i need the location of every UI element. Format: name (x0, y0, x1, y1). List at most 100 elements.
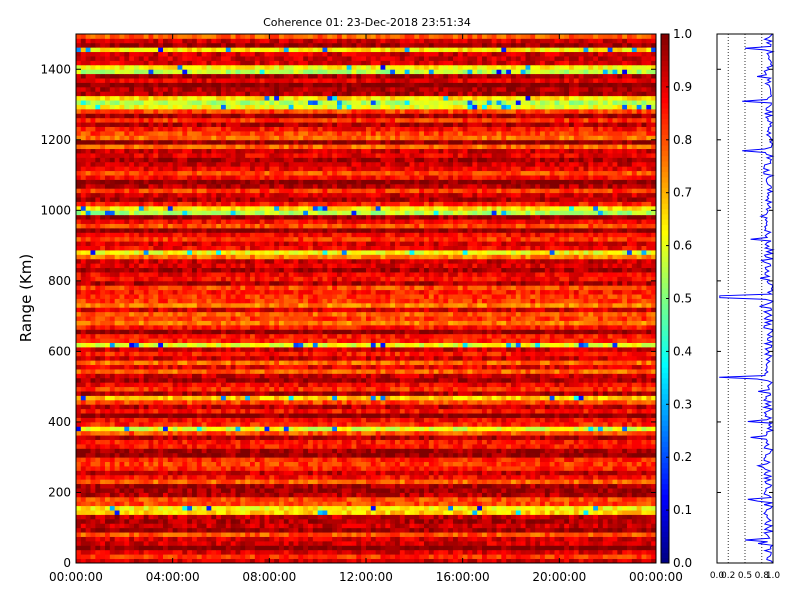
heatmap-cell (153, 549, 159, 555)
heatmap-cell (370, 466, 377, 471)
heatmap-cell (515, 426, 522, 432)
heatmap-cell (124, 483, 130, 489)
heatmap-cell (76, 523, 82, 529)
heatmap-cell (593, 536, 599, 542)
heatmap-cell (119, 452, 125, 458)
heatmap-cell (90, 452, 96, 458)
heatmap-cell (443, 404, 449, 410)
heatmap-cell (211, 518, 217, 524)
heatmap-cell (182, 536, 188, 542)
heatmap-cell (395, 417, 401, 423)
heatmap-cell (114, 545, 120, 551)
heatmap-cell (366, 430, 372, 436)
heatmap-cell (90, 501, 96, 507)
heatmap-cell (76, 426, 82, 432)
heatmap-cell (245, 470, 251, 476)
heatmap-cell (622, 413, 628, 418)
heatmap-cell (409, 474, 415, 480)
heatmap-cell (337, 408, 343, 414)
heatmap-cell (211, 492, 217, 498)
heatmap-cell (279, 479, 285, 485)
heatmap-cell (134, 479, 140, 485)
heatmap-cell (230, 532, 236, 537)
heatmap-cell (593, 439, 599, 445)
heatmap-cell (593, 545, 599, 551)
heatmap-cell (235, 510, 241, 515)
heatmap-cell (283, 448, 290, 454)
heatmap-cell (293, 540, 299, 546)
heatmap-cell (109, 413, 116, 418)
heatmap-cell (76, 505, 82, 511)
heatmap-cell (588, 532, 594, 537)
heatmap-cell (337, 452, 343, 458)
heatmap-cell (370, 483, 377, 489)
heatmap-cell (467, 426, 473, 432)
heatmap-cell (119, 558, 125, 564)
heatmap-cell (530, 554, 536, 559)
heatmap-cell (109, 505, 116, 511)
heatmap-cell (124, 457, 130, 463)
heatmap-cell (380, 391, 386, 396)
heatmap-cell (206, 395, 212, 401)
heatmap-cell (549, 391, 555, 396)
heatmap-cell (549, 549, 555, 555)
heatmap-cell (143, 386, 149, 392)
heatmap-cell (448, 492, 454, 498)
heatmap-cell (569, 510, 575, 515)
heatmap-cell (622, 510, 628, 515)
heatmap-cell (366, 448, 372, 454)
heatmap-cell (636, 430, 642, 436)
heatmap-cell (501, 474, 507, 480)
heatmap-cell (501, 554, 507, 559)
heatmap-cell (167, 540, 174, 546)
heatmap-cell (337, 496, 343, 502)
heatmap-cell (269, 527, 275, 533)
heatmap-cell (80, 527, 87, 533)
heatmap-cell (100, 382, 106, 388)
heatmap-cell (172, 399, 178, 405)
heatmap-cell (95, 391, 101, 396)
heatmap-cell (317, 435, 323, 440)
heatmap-cell (317, 514, 323, 520)
heatmap-cell (129, 505, 135, 511)
heatmap-cell (105, 527, 111, 533)
heatmap-cell (245, 505, 251, 511)
heatmap-cell (196, 399, 203, 405)
heatmap-cell (109, 391, 116, 396)
heatmap-cell (525, 483, 531, 489)
heatmap-cell (424, 479, 430, 485)
heatmap-cell (351, 505, 357, 511)
heatmap-cell (269, 492, 275, 498)
heatmap-cell (549, 417, 555, 423)
heatmap-cell (535, 527, 541, 533)
heatmap-cell (327, 549, 333, 555)
heatmap-cell (138, 399, 145, 405)
heatmap-cell (148, 435, 154, 440)
heatmap-cell (540, 395, 546, 401)
heatmap-cell (206, 443, 212, 449)
heatmap-cell (598, 466, 604, 471)
heatmap-cell (385, 514, 391, 520)
heatmap-cell (414, 518, 420, 524)
heatmap-cell (404, 457, 410, 463)
heatmap-cell (182, 430, 188, 436)
heatmap-cell (245, 448, 251, 454)
heatmap-cell (433, 426, 439, 432)
heatmap-cell (283, 479, 290, 485)
heatmap-cell (617, 408, 623, 414)
heatmap-cell (515, 549, 522, 555)
heatmap-cell (134, 435, 140, 440)
heatmap-cell (414, 558, 420, 564)
heatmap-cell (583, 549, 589, 555)
heatmap-cell (399, 510, 406, 515)
heatmap-cell (375, 501, 381, 507)
heatmap-cell (453, 540, 459, 546)
heatmap-cell (163, 466, 169, 471)
heatmap-cell (607, 399, 613, 405)
heatmap-cell (520, 549, 526, 555)
heatmap-cell (588, 488, 594, 493)
heatmap-cell (593, 404, 599, 410)
heatmap-cell (380, 421, 386, 427)
heatmap-cell (143, 395, 149, 401)
heatmap-cell (129, 399, 135, 405)
